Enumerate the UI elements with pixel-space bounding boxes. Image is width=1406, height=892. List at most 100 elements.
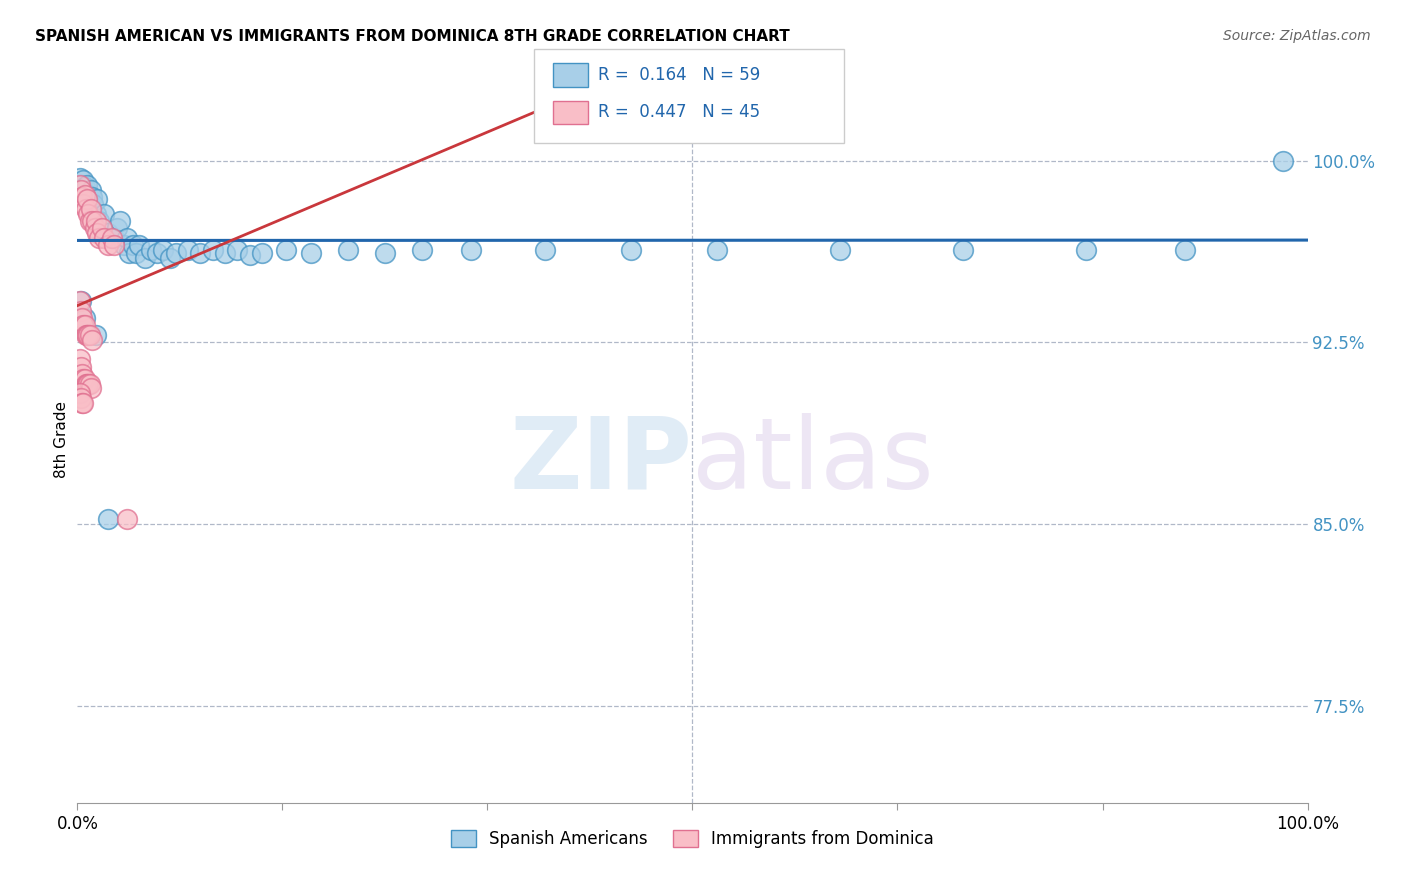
- Point: [103, 231, 125, 245]
- Point: [101, 231, 124, 245]
- Point: [411, 244, 433, 258]
- Point: [70, 178, 93, 192]
- Point: [82, 214, 104, 228]
- Point: [110, 214, 132, 228]
- Point: [97, 512, 120, 526]
- Point: [276, 244, 298, 258]
- Point: [70, 396, 93, 410]
- Point: [90, 221, 114, 235]
- Point: [115, 512, 138, 526]
- Point: [70, 311, 93, 326]
- Point: [75, 190, 97, 204]
- Point: [70, 294, 93, 309]
- Point: [80, 381, 103, 395]
- Point: [337, 244, 360, 258]
- Point: [1174, 244, 1197, 258]
- Point: [80, 183, 103, 197]
- Text: Source: ZipAtlas.com: Source: ZipAtlas.com: [1223, 29, 1371, 44]
- Point: [75, 328, 97, 343]
- Point: [374, 245, 396, 260]
- Text: SPANISH AMERICAN VS IMMIGRANTS FROM DOMINICA 8TH GRADE CORRELATION CHART: SPANISH AMERICAN VS IMMIGRANTS FROM DOMI…: [35, 29, 790, 45]
- Point: [72, 173, 94, 187]
- Text: R =  0.164   N = 59: R = 0.164 N = 59: [598, 66, 759, 84]
- Point: [97, 227, 120, 241]
- Point: [70, 391, 93, 405]
- Point: [620, 244, 643, 258]
- Point: [152, 244, 174, 258]
- Point: [70, 359, 93, 374]
- Point: [69, 178, 91, 192]
- Point: [84, 207, 107, 221]
- Point: [84, 214, 107, 228]
- Point: [77, 187, 100, 202]
- Point: [177, 244, 200, 258]
- Point: [70, 183, 93, 197]
- Point: [73, 187, 96, 202]
- Point: [70, 183, 93, 197]
- Point: [706, 244, 728, 258]
- Point: [70, 304, 93, 318]
- Point: [70, 367, 93, 381]
- Point: [86, 227, 108, 241]
- Point: [82, 190, 104, 204]
- Point: [72, 372, 94, 386]
- Point: [830, 244, 852, 258]
- Point: [141, 244, 163, 258]
- Point: [90, 221, 114, 235]
- Point: [69, 352, 91, 367]
- Point: [89, 214, 111, 228]
- Point: [79, 376, 101, 391]
- Point: [73, 180, 96, 194]
- Point: [89, 231, 111, 245]
- Point: [76, 328, 98, 343]
- Point: [82, 197, 104, 211]
- Point: [165, 245, 187, 260]
- Point: [75, 202, 97, 216]
- Point: [118, 245, 141, 260]
- Point: [77, 376, 100, 391]
- Point: [76, 178, 98, 192]
- Point: [77, 207, 100, 221]
- Point: [79, 214, 101, 228]
- Point: [460, 244, 482, 258]
- Point: [73, 372, 96, 386]
- Point: [188, 245, 212, 260]
- Text: R =  0.447   N = 45: R = 0.447 N = 45: [598, 103, 759, 121]
- Point: [201, 244, 224, 258]
- Point: [70, 190, 93, 204]
- Point: [534, 244, 557, 258]
- Point: [159, 251, 181, 265]
- Point: [76, 193, 98, 207]
- Point: [952, 244, 974, 258]
- Point: [86, 193, 108, 207]
- Point: [93, 231, 115, 245]
- Point: [103, 238, 125, 252]
- Point: [1272, 153, 1295, 168]
- Point: [121, 238, 143, 252]
- Point: [299, 245, 322, 260]
- Point: [93, 207, 115, 221]
- Point: [115, 231, 138, 245]
- Point: [79, 328, 101, 343]
- Point: [105, 221, 128, 235]
- Point: [1076, 244, 1098, 258]
- Point: [101, 231, 124, 245]
- Point: [72, 197, 94, 211]
- Point: [128, 238, 150, 252]
- Point: [73, 311, 96, 326]
- Text: atlas: atlas: [693, 413, 934, 509]
- Point: [75, 376, 97, 391]
- Point: [77, 328, 100, 343]
- Legend: Spanish Americans, Immigrants from Dominica: Spanish Americans, Immigrants from Domin…: [443, 822, 942, 856]
- Point: [250, 245, 273, 260]
- Point: [76, 376, 98, 391]
- Text: ZIP: ZIP: [509, 413, 693, 509]
- Point: [239, 248, 262, 262]
- Point: [214, 245, 236, 260]
- Point: [226, 244, 249, 258]
- Point: [83, 221, 105, 235]
- Point: [79, 194, 101, 209]
- Point: [84, 328, 107, 343]
- Point: [73, 318, 96, 333]
- Point: [125, 245, 148, 260]
